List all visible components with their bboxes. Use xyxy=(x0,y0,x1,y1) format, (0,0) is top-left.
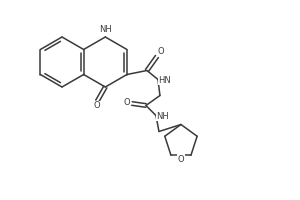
Text: O: O xyxy=(158,47,164,56)
Text: O: O xyxy=(94,102,101,110)
Text: O: O xyxy=(124,98,130,107)
Text: NH: NH xyxy=(157,112,169,121)
Text: O: O xyxy=(178,155,184,164)
Text: NH: NH xyxy=(99,25,112,34)
Text: HN: HN xyxy=(159,76,171,85)
